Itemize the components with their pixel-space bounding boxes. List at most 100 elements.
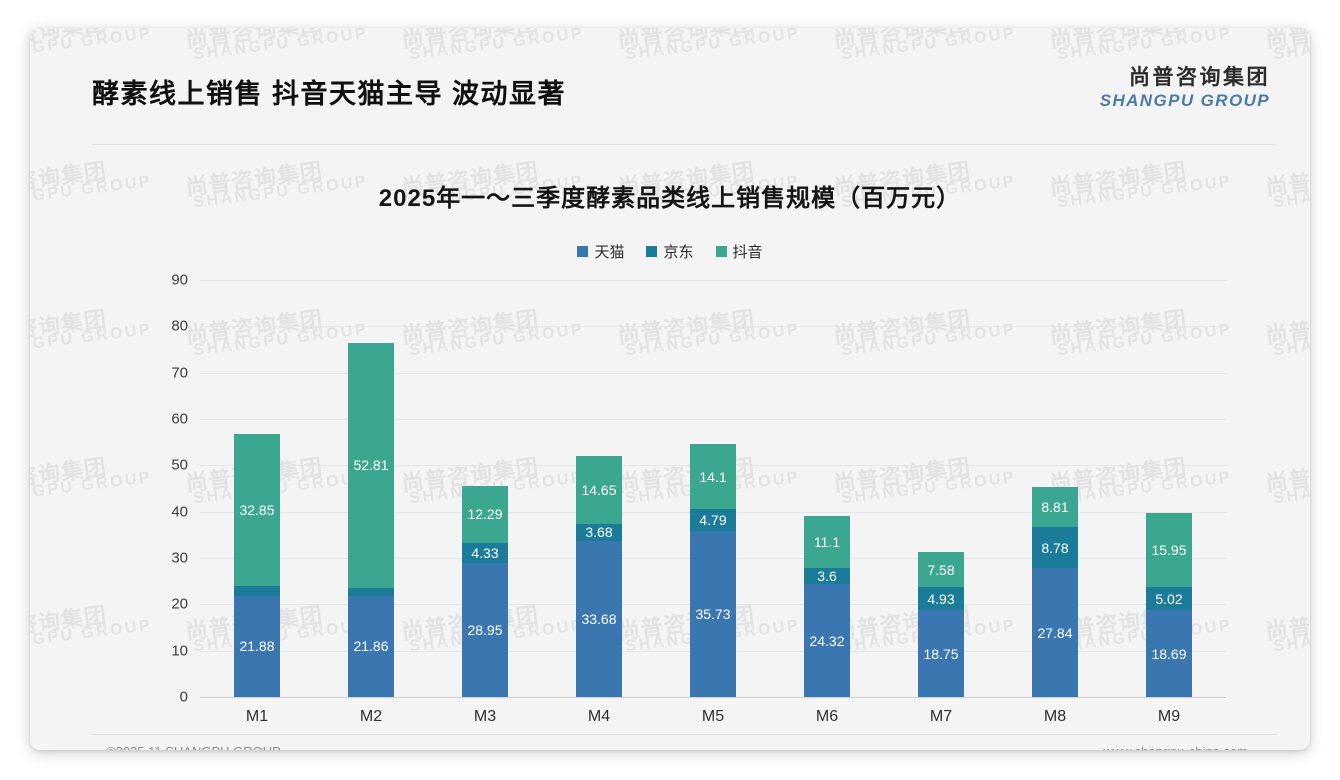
legend-label: 抖音 xyxy=(732,244,763,261)
bar-value-label: 18.75 xyxy=(923,645,959,662)
stacked-bar[interactable]: 21.88 2.13 32.85 xyxy=(234,433,280,697)
bar-value-label: 8.81 xyxy=(1041,498,1069,515)
bar-segment-抖音[interactable]: 11.1 xyxy=(804,516,850,568)
bar-segment-抖音[interactable]: 14.1 xyxy=(690,443,736,510)
bar-value-label: 4.79 xyxy=(699,512,727,529)
stacked-bar[interactable]: 33.68 3.68 14.65 xyxy=(576,456,622,697)
bar-value-label: 21.86 xyxy=(353,638,389,655)
bar-value-label: 4.33 xyxy=(471,544,499,561)
bar-value-label: 8.78 xyxy=(1041,539,1069,556)
bar-segment-天猫[interactable]: 35.73 xyxy=(690,531,736,697)
bar-value-label: 18.69 xyxy=(1151,645,1187,662)
y-axis-tick-label: 40 xyxy=(171,503,188,521)
y-axis-tick-label: 20 xyxy=(171,595,188,613)
bar-value-label: 4.93 xyxy=(927,590,955,607)
legend-item-天猫[interactable]: 天猫 xyxy=(577,241,624,262)
y-axis-tick-label: 30 xyxy=(171,549,188,567)
y-axis-tick-label: 90 xyxy=(171,271,188,289)
legend-item-京东[interactable]: 京东 xyxy=(646,241,694,262)
slide-header: 酵素线上销售 抖音天猫主导 波动显著 尚普咨询集团 SHANGPU GROUP xyxy=(30,28,1310,118)
bar-value-label: 28.95 xyxy=(467,621,503,638)
bar-value-label: 15.95 xyxy=(1151,542,1187,559)
bar-segment-天猫[interactable]: 18.69 xyxy=(1146,610,1192,697)
x-axis-tick-label: M8 xyxy=(1043,708,1067,725)
footer-divider xyxy=(92,734,1277,735)
bar-segment-抖音[interactable]: 14.65 xyxy=(576,456,622,524)
chart-title: 2025年一～三季度酵素品类线上销售规模（百万元） xyxy=(378,185,962,212)
bar-segment-京东[interactable]: 4.93 xyxy=(918,587,964,611)
bar-value-label: 5.02 xyxy=(1155,590,1183,607)
bar-segment-抖音[interactable]: 52.81 xyxy=(348,343,394,588)
bar-value-label: 33.68 xyxy=(581,610,617,627)
bar-segment-京东[interactable]: 1.72 xyxy=(348,587,394,596)
y-axis-tick-label: 0 xyxy=(179,688,188,706)
bar-group-M2: 21.86 1.72 52.81 M2 xyxy=(314,280,428,725)
bar-segment-抖音[interactable]: 12.29 xyxy=(462,485,508,543)
stacked-bar[interactable]: 18.75 4.93 7.58 xyxy=(918,552,964,697)
bar-segment-京东[interactable]: 5.02 xyxy=(1146,587,1192,611)
bar-segment-京东[interactable]: 3.6 xyxy=(804,567,850,585)
stacked-bar[interactable]: 21.86 1.72 52.81 xyxy=(348,343,394,697)
bar-segment-天猫[interactable]: 33.68 xyxy=(576,540,622,697)
bar-segment-天猫[interactable]: 21.86 xyxy=(348,595,394,697)
bar-segment-抖音[interactable]: 8.81 xyxy=(1032,486,1078,528)
bar-segment-天猫[interactable]: 21.88 xyxy=(234,595,280,697)
stacked-bar[interactable]: 18.69 5.02 15.95 xyxy=(1146,513,1192,697)
bar-segment-天猫[interactable]: 18.75 xyxy=(918,610,964,697)
bar-value-label: 21.88 xyxy=(239,638,275,655)
stacked-bar[interactable]: 24.32 3.6 11.1 xyxy=(804,516,850,697)
x-axis-tick-label: M6 xyxy=(815,708,839,725)
bar-segment-京东[interactable]: 4.33 xyxy=(462,542,508,563)
x-axis-tick-label: M9 xyxy=(1157,708,1181,725)
bar-segment-抖音[interactable]: 32.85 xyxy=(234,433,280,586)
brand-logo: 尚普咨询集团 SHANGPU GROUP xyxy=(1100,66,1270,110)
x-axis-tick-label: M7 xyxy=(929,708,953,725)
bar-segment-京东[interactable]: 3.68 xyxy=(576,523,622,541)
stacked-bar[interactable]: 27.84 8.78 8.81 xyxy=(1032,486,1078,697)
bar-value-label: 12.29 xyxy=(467,506,503,523)
legend-label: 天猫 xyxy=(594,244,625,261)
stacked-bar[interactable]: 35.73 4.79 14.1 xyxy=(690,443,736,697)
bar-group-M3: 28.95 4.33 12.29 M3 xyxy=(428,280,542,725)
header-divider xyxy=(92,144,1277,145)
chart-legend: 天猫 京东 抖音 xyxy=(30,241,1310,262)
bar-group-M1: 21.88 2.13 32.85 M1 xyxy=(200,280,314,725)
legend-label: 京东 xyxy=(663,244,694,261)
bar-value-label: 52.81 xyxy=(353,457,389,474)
y-axis-tick-label: 50 xyxy=(171,456,188,474)
bar-segment-京东[interactable]: 4.79 xyxy=(690,509,736,532)
bar-segment-天猫[interactable]: 28.95 xyxy=(462,562,508,697)
bar-group-M4: 33.68 3.68 14.65 M4 xyxy=(542,280,656,725)
bar-group-M8: 27.84 8.78 8.81 M8 xyxy=(998,280,1112,725)
brand-name-cn: 尚普咨询集团 xyxy=(1129,66,1270,89)
x-axis-line: 0 xyxy=(180,689,1226,706)
bar-group-M9: 18.69 5.02 15.95 M9 xyxy=(1112,280,1226,725)
bar-segment-京东[interactable]: 2.13 xyxy=(234,585,280,596)
legend-item-抖音[interactable]: 抖音 xyxy=(715,241,763,262)
gridline: 70 xyxy=(171,364,1226,381)
bar-group-M7: 18.75 4.93 7.58 M7 xyxy=(884,280,998,725)
bar-segment-京东[interactable]: 8.78 xyxy=(1032,527,1078,569)
gridline: 60 xyxy=(171,411,1226,428)
footer-copyright: ©2025.11 SHANGPU GROUP xyxy=(106,744,281,750)
x-axis-tick-label: M5 xyxy=(701,708,725,725)
bar-value-label: 3.6 xyxy=(817,567,837,584)
bar-segment-天猫[interactable]: 24.32 xyxy=(804,584,850,697)
x-axis-tick-label: M1 xyxy=(245,708,269,725)
y-axis-tick-label: 10 xyxy=(171,642,188,660)
bar-value-label: 14.1 xyxy=(699,468,727,485)
brand-name-en: SHANGPU GROUP xyxy=(1099,90,1270,110)
bar-value-label: 35.73 xyxy=(695,606,731,623)
stacked-bar[interactable]: 28.95 4.33 12.29 xyxy=(462,485,508,697)
bar-segment-天猫[interactable]: 27.84 xyxy=(1032,568,1078,697)
bar-segment-抖音[interactable]: 7.58 xyxy=(918,552,964,588)
bar-value-label: 14.65 xyxy=(581,481,617,498)
bar-segment-抖音[interactable]: 15.95 xyxy=(1146,513,1192,588)
legend-swatch-icon xyxy=(646,246,658,257)
